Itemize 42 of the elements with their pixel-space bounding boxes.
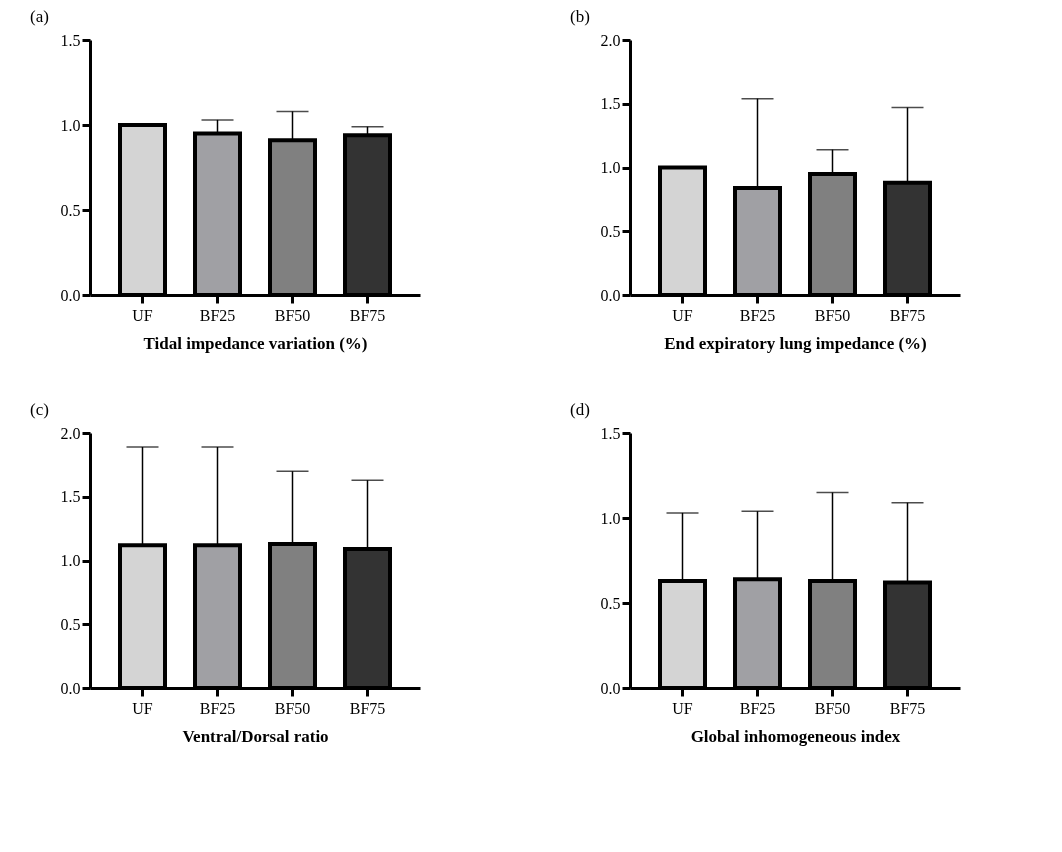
x-tick-label: BF75 xyxy=(349,699,386,717)
y-tick-label: 1.0 xyxy=(600,159,621,176)
x-tick-label: BF50 xyxy=(814,306,851,324)
y-tick-label: 1.5 xyxy=(60,31,81,49)
chart-title: (d) xyxy=(570,400,590,419)
chart-title: (c) xyxy=(30,400,49,419)
x-tick-label: BF50 xyxy=(814,699,851,717)
x-tick-label: UF xyxy=(672,699,693,717)
y-tick-label: 1.0 xyxy=(600,509,621,527)
x-tick-label: BF75 xyxy=(889,306,926,324)
y-tick-label: 0.0 xyxy=(60,286,81,304)
x-tick-label: BF50 xyxy=(274,306,311,324)
y-tick-label: 2.0 xyxy=(600,31,621,49)
y-tick-label: 1.0 xyxy=(60,116,81,134)
x-tick-label: UF xyxy=(132,306,153,324)
y-tick-label: 1.5 xyxy=(600,95,621,113)
x-tick-label: BF50 xyxy=(274,699,311,717)
x-axis-title: Ventral/Dorsal ratio xyxy=(182,726,329,746)
x-axis-title: Tidal impedance variation (%) xyxy=(143,333,368,353)
x-axis-title: End expiratory lung impedance (%) xyxy=(664,333,927,353)
y-tick-label: 2.0 xyxy=(60,424,81,442)
y-tick-label: 1.5 xyxy=(60,488,81,506)
x-tick-label: BF25 xyxy=(199,306,236,324)
x-tick-label: BF25 xyxy=(199,699,236,717)
x-tick-label: BF75 xyxy=(349,306,386,324)
y-tick-label: 0.0 xyxy=(60,679,81,697)
y-tick-label: 0.5 xyxy=(60,201,81,219)
chart-title: (b) xyxy=(570,7,590,26)
x-tick-label: BF25 xyxy=(739,306,776,324)
chart-title: (a) xyxy=(30,7,49,26)
y-tick-label: 0.5 xyxy=(600,222,621,240)
y-tick-label: 1.0 xyxy=(60,552,81,569)
y-tick-label: 1.5 xyxy=(600,424,621,442)
x-axis-title: Global inhomogeneous index xyxy=(690,726,901,746)
y-tick-label: 0.5 xyxy=(60,615,81,633)
y-tick-label: 0.0 xyxy=(600,286,621,304)
y-tick-label: 0.0 xyxy=(600,679,621,697)
x-tick-label: BF25 xyxy=(739,699,776,717)
x-tick-label: UF xyxy=(672,306,693,324)
x-tick-label: UF xyxy=(132,699,153,717)
x-tick-label: BF75 xyxy=(889,699,926,717)
y-tick-label: 0.5 xyxy=(600,594,621,612)
